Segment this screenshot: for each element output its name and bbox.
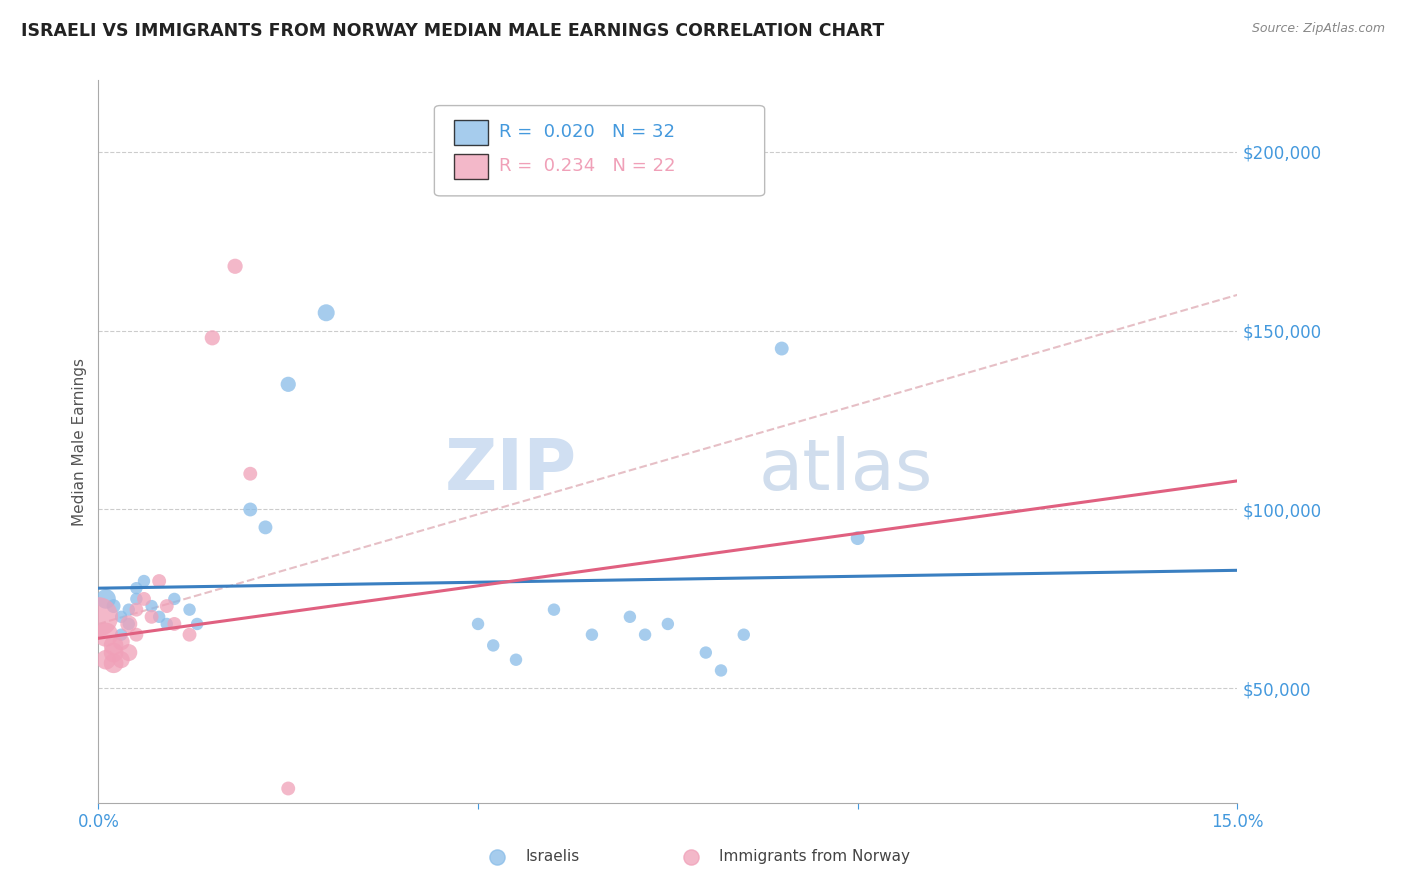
Point — [505, 653, 527, 667]
Point — [581, 628, 603, 642]
Point — [94, 591, 117, 606]
Point — [148, 574, 170, 588]
Point — [770, 342, 793, 356]
Point — [110, 653, 132, 667]
Point — [141, 609, 163, 624]
Point — [482, 639, 505, 653]
Point — [467, 617, 489, 632]
Point — [156, 599, 179, 613]
Y-axis label: Median Male Earnings: Median Male Earnings — [72, 358, 87, 525]
Point — [103, 646, 125, 660]
Point — [634, 628, 657, 642]
Point — [710, 664, 733, 678]
Point — [254, 520, 277, 534]
Point — [103, 599, 125, 613]
Point — [110, 628, 132, 642]
Point — [163, 591, 186, 606]
Point — [186, 617, 208, 632]
Point — [619, 609, 641, 624]
FancyBboxPatch shape — [434, 105, 765, 196]
FancyBboxPatch shape — [454, 120, 488, 145]
Point — [277, 781, 299, 796]
Point — [179, 602, 201, 616]
Point — [132, 574, 155, 588]
Text: atlas: atlas — [759, 436, 934, 505]
Point — [87, 609, 110, 624]
Point — [110, 635, 132, 649]
Point — [125, 581, 148, 595]
Text: ISRAELI VS IMMIGRANTS FROM NORWAY MEDIAN MALE EARNINGS CORRELATION CHART: ISRAELI VS IMMIGRANTS FROM NORWAY MEDIAN… — [21, 22, 884, 40]
Point — [118, 617, 141, 632]
Point — [118, 646, 141, 660]
Point — [315, 306, 337, 320]
Point — [156, 617, 179, 632]
Point — [94, 628, 117, 642]
Point — [239, 467, 262, 481]
Point — [148, 609, 170, 624]
Point — [125, 628, 148, 642]
Text: R =  0.020   N = 32: R = 0.020 N = 32 — [499, 123, 675, 141]
Point — [224, 260, 246, 274]
Text: Israelis: Israelis — [526, 849, 579, 864]
Point — [846, 531, 869, 545]
Point — [125, 602, 148, 616]
Point — [141, 599, 163, 613]
Point — [201, 331, 224, 345]
Point — [103, 657, 125, 671]
Point — [163, 617, 186, 632]
Text: Immigrants from Norway: Immigrants from Norway — [718, 849, 910, 864]
Point — [543, 602, 565, 616]
Point — [179, 628, 201, 642]
Point — [118, 602, 141, 616]
Text: Source: ZipAtlas.com: Source: ZipAtlas.com — [1251, 22, 1385, 36]
Point — [132, 591, 155, 606]
Point — [110, 609, 132, 624]
Point — [695, 646, 717, 660]
Text: ZIP: ZIP — [444, 436, 576, 505]
Point — [103, 639, 125, 653]
Point — [125, 591, 148, 606]
Point — [277, 377, 299, 392]
Point — [94, 653, 117, 667]
Text: R =  0.234   N = 22: R = 0.234 N = 22 — [499, 157, 676, 175]
Point — [657, 617, 679, 632]
Point — [733, 628, 755, 642]
Point — [118, 617, 141, 632]
FancyBboxPatch shape — [454, 154, 488, 179]
Point — [239, 502, 262, 516]
